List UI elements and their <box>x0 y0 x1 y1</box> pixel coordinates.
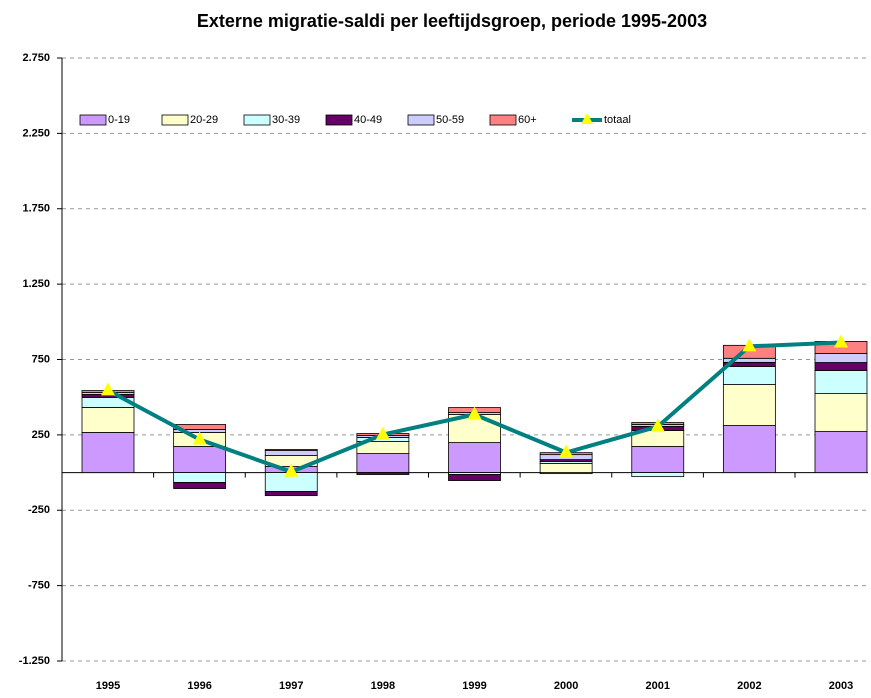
x-tick-label: 1999 <box>462 680 486 692</box>
bar-segment <box>173 446 227 473</box>
bar-segment <box>814 362 868 371</box>
total-marker <box>467 406 482 420</box>
bar-segment <box>814 393 868 432</box>
legend-marker <box>581 113 593 124</box>
legend-swatch <box>407 114 435 126</box>
y-tick-label: -1.250 <box>19 655 50 667</box>
x-tick-label: 2001 <box>646 680 670 692</box>
legend-label: 0-19 <box>108 114 130 126</box>
bar-segment <box>539 463 593 473</box>
legend-label: 40-49 <box>354 114 382 126</box>
bar-segment <box>448 442 501 473</box>
x-tick-label: 2002 <box>737 680 761 692</box>
y-tick-label: 1.250 <box>22 278 50 290</box>
y-tick-label: -750 <box>28 580 50 592</box>
total-marker <box>559 444 574 458</box>
y-tick-label: -250 <box>28 504 50 516</box>
total-marker <box>650 418 665 432</box>
total-marker <box>192 431 207 445</box>
total-marker <box>375 426 390 440</box>
legend-label: 60+ <box>518 114 537 126</box>
x-tick-label: 1995 <box>96 680 120 692</box>
y-tick-label: 1.750 <box>22 203 50 215</box>
legend-swatch <box>243 114 271 126</box>
legend-swatch <box>161 114 189 126</box>
y-tick-label: 750 <box>32 353 50 365</box>
bar-segment <box>356 453 410 473</box>
bar-segment <box>173 472 227 483</box>
legend-swatch <box>325 114 353 126</box>
x-tick-label: 2000 <box>554 680 578 692</box>
bar-segment <box>81 407 135 433</box>
bar-segment <box>722 425 776 473</box>
y-tick-label: 2.250 <box>22 127 50 139</box>
bar-segment <box>81 432 135 473</box>
bar-segment <box>722 366 776 385</box>
bar-segment <box>264 491 318 497</box>
chart-title: Externe migratie-saldi per leeftijdsgroe… <box>197 11 707 31</box>
total-marker <box>834 334 848 348</box>
total-marker <box>742 338 757 352</box>
bar-segment <box>173 482 227 489</box>
bar-segment <box>814 431 868 473</box>
bar-segment <box>631 472 685 478</box>
legend-label: 30-39 <box>272 114 300 126</box>
total-marker <box>101 382 115 396</box>
legend-label: totaal <box>604 114 631 126</box>
bar-segment <box>448 474 501 481</box>
bar-segment <box>814 353 868 363</box>
y-tick-label: 250 <box>32 429 50 441</box>
legend-swatch <box>489 114 517 126</box>
bar-segment <box>264 449 318 451</box>
bar-segment <box>356 472 410 475</box>
total-marker <box>284 463 299 477</box>
x-tick-label: 1998 <box>371 680 395 692</box>
bar-segment <box>631 446 685 473</box>
bar-segment <box>264 450 318 456</box>
x-tick-label: 1996 <box>187 680 211 692</box>
bar-segment <box>722 384 776 426</box>
legend-label: 50-59 <box>436 114 464 126</box>
legend-label: 20-29 <box>190 114 218 126</box>
x-tick-label: 2003 <box>829 680 853 692</box>
bar-segment <box>814 370 868 394</box>
legend-swatch <box>79 114 107 126</box>
y-tick-label: 2.750 <box>22 52 50 64</box>
x-tick-label: 1997 <box>279 680 303 692</box>
